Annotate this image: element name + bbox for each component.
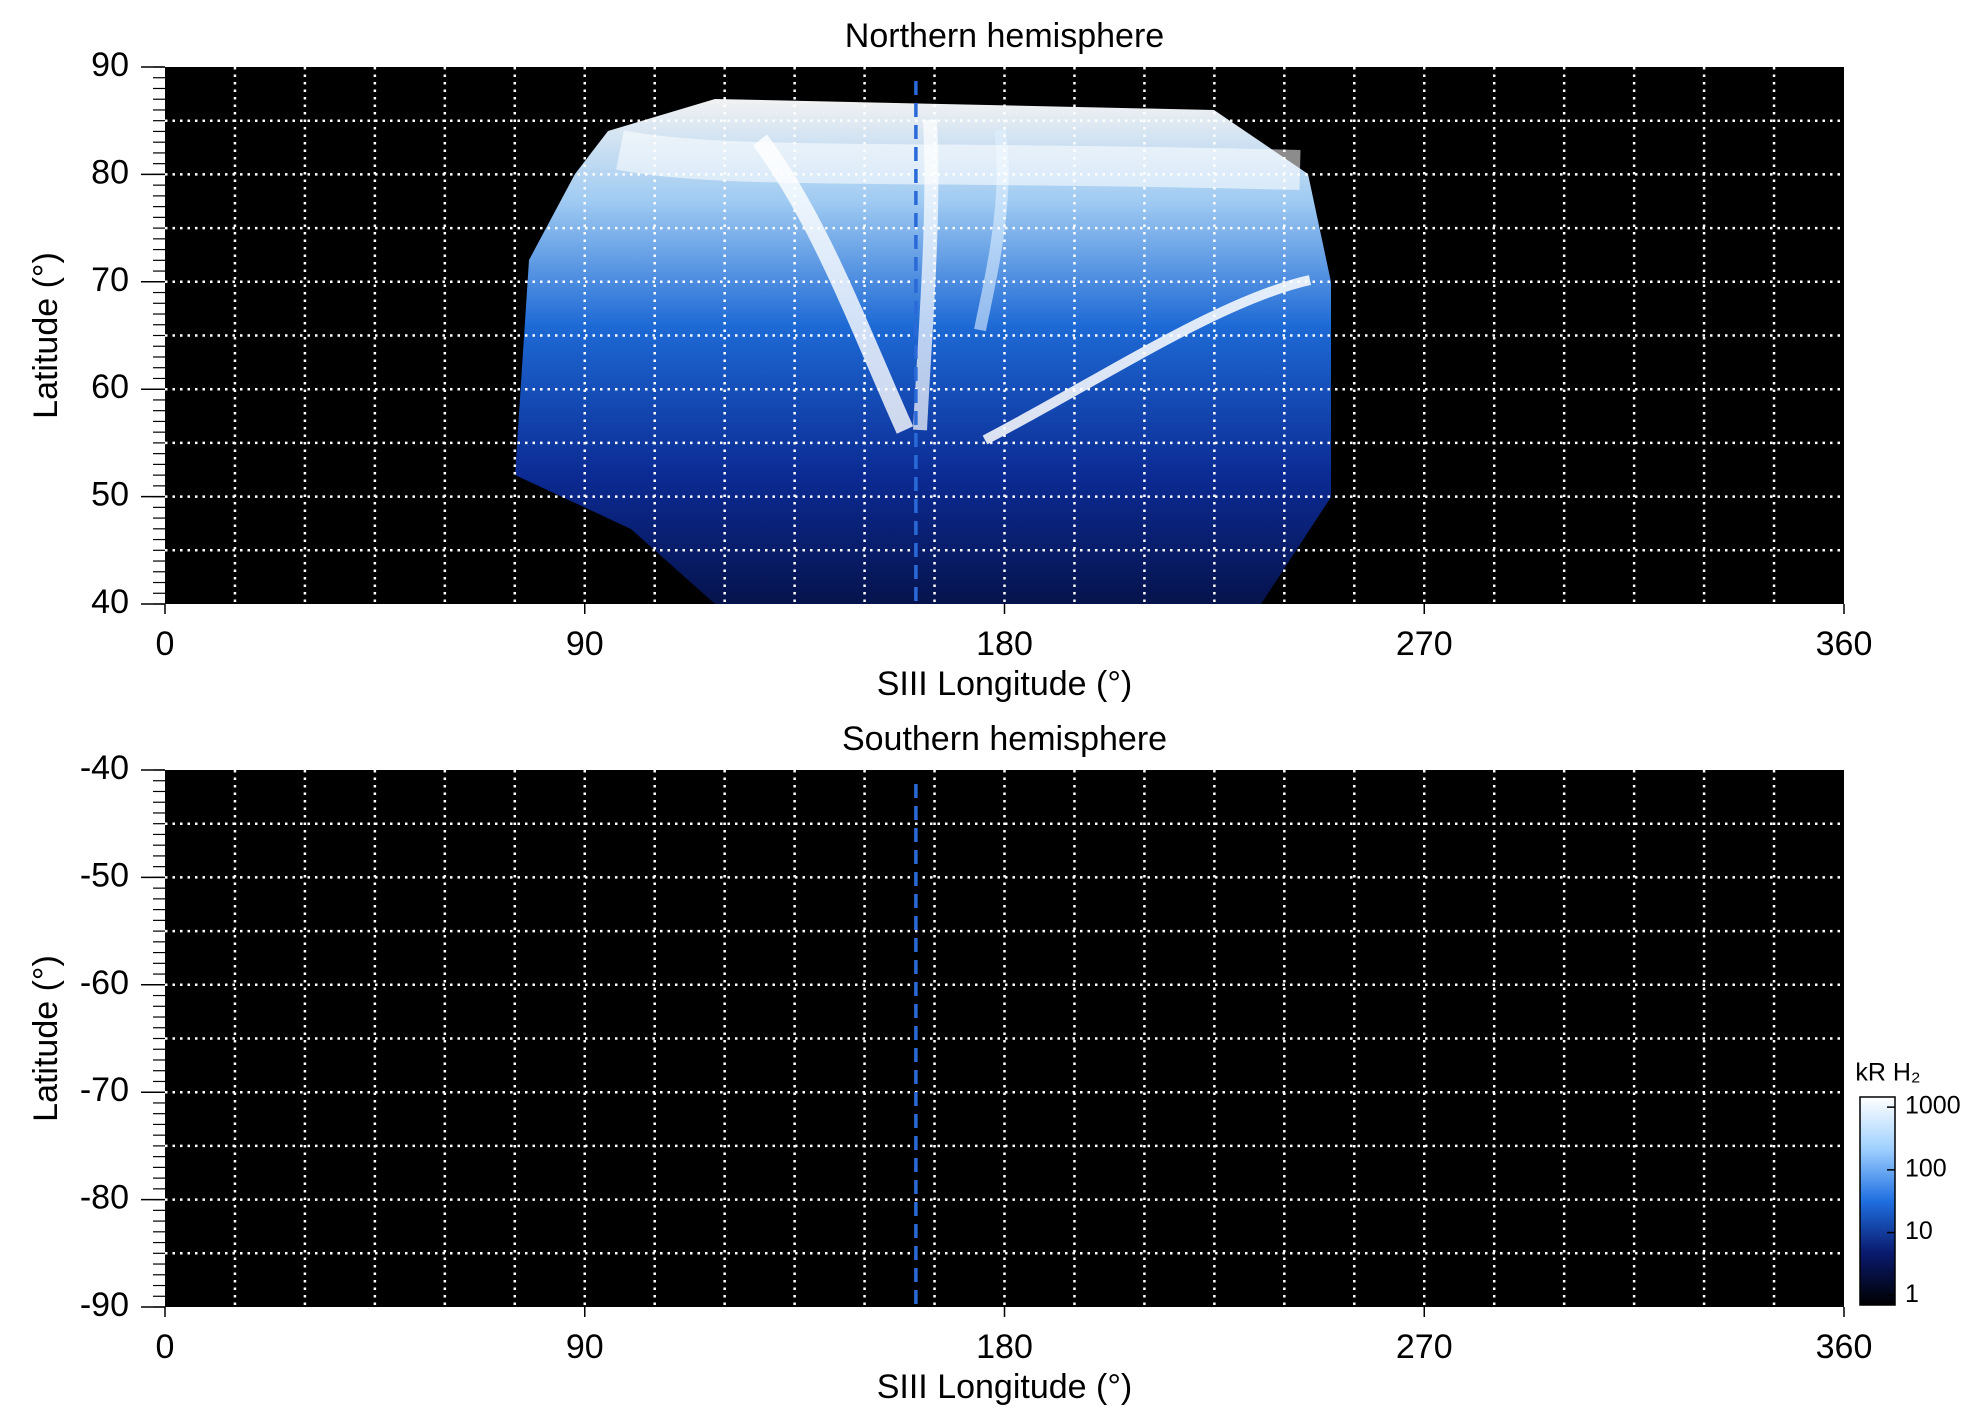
y-tick-label: -70	[80, 1071, 129, 1109]
y-tick-label: 40	[91, 583, 129, 621]
colorbar-tick-label: 100	[1905, 1154, 1947, 1182]
y-tick-label: -40	[80, 749, 129, 787]
y-tick-label: 80	[91, 153, 129, 191]
colorbar: 1 10 100 1000 kR H₂	[1855, 1059, 1960, 1308]
y-tick-label: -60	[80, 964, 129, 1002]
y-tick-label: 70	[91, 261, 129, 299]
x-axis-label: SIII Longitude (°)	[877, 665, 1133, 703]
x-tick-label: 180	[976, 625, 1033, 663]
y-tick-label: 50	[91, 476, 129, 514]
y-axis-label: Latitude (°)	[27, 252, 65, 419]
y-tick-label: 60	[91, 368, 129, 406]
y-tick-label: -90	[80, 1286, 129, 1324]
colorbar-label: kR H₂	[1855, 1059, 1920, 1087]
x-tick-label: 360	[1816, 625, 1873, 663]
x-tick-label: 270	[1396, 625, 1453, 663]
colorbar-tick-label: 10	[1905, 1217, 1933, 1245]
y-tick-label: -50	[80, 856, 129, 894]
x-tick-label: 90	[566, 625, 604, 663]
x-tick-label: 0	[156, 1328, 175, 1366]
chart-title: Northern hemisphere	[845, 17, 1164, 55]
colorbar-gradient	[1859, 1096, 1896, 1306]
x-tick-label: 270	[1396, 1328, 1453, 1366]
x-tick-label: 180	[976, 1328, 1033, 1366]
x-tick-label: 90	[566, 1328, 604, 1366]
chart-title: Southern hemisphere	[842, 720, 1167, 758]
y-tick-label: -80	[80, 1179, 129, 1217]
north-panel: 40 50 60 70 80 90 0 90 180 270 360 Northern hemisph…	[27, 17, 1872, 703]
south-panel: -90 -80 -70 -60 -50 -40 0 90 180 270 360 Southern h…	[27, 720, 1872, 1406]
y-tick-label: 90	[91, 46, 129, 84]
y-axis-label: Latitude (°)	[27, 955, 65, 1122]
colorbar-tick-label: 1000	[1905, 1092, 1961, 1120]
x-tick-label: 0	[156, 625, 175, 663]
colorbar-tick-label: 1	[1905, 1280, 1919, 1308]
x-tick-label: 360	[1816, 1328, 1873, 1366]
x-axis-label: SIII Longitude (°)	[877, 1368, 1133, 1406]
